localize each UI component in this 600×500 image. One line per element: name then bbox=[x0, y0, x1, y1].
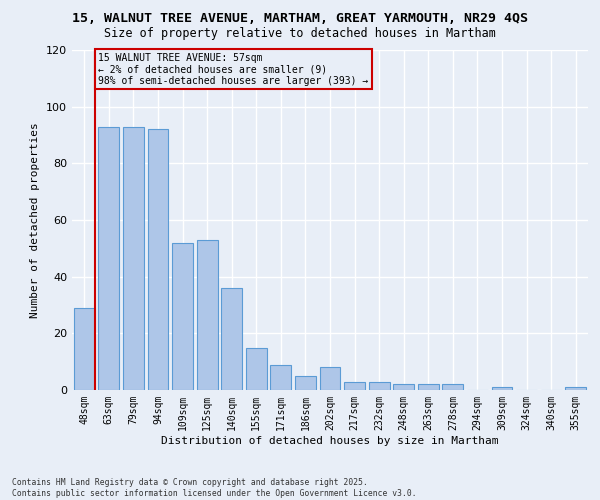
Bar bbox=[98, 126, 119, 390]
Text: 15, WALNUT TREE AVENUE, MARTHAM, GREAT YARMOUTH, NR29 4QS: 15, WALNUT TREE AVENUE, MARTHAM, GREAT Y… bbox=[72, 12, 528, 26]
Bar bbox=[565, 387, 586, 390]
Bar bbox=[491, 387, 512, 390]
Bar bbox=[246, 348, 267, 390]
Bar bbox=[344, 382, 365, 390]
Bar bbox=[197, 240, 218, 390]
Bar bbox=[221, 288, 242, 390]
Text: Size of property relative to detached houses in Martham: Size of property relative to detached ho… bbox=[104, 28, 496, 40]
Bar bbox=[442, 384, 463, 390]
Bar bbox=[295, 376, 316, 390]
Bar bbox=[148, 130, 169, 390]
Bar bbox=[418, 384, 439, 390]
Text: 15 WALNUT TREE AVENUE: 57sqm
← 2% of detached houses are smaller (9)
98% of semi: 15 WALNUT TREE AVENUE: 57sqm ← 2% of det… bbox=[98, 53, 368, 86]
Bar bbox=[393, 384, 414, 390]
Bar bbox=[123, 126, 144, 390]
Bar bbox=[74, 308, 95, 390]
Bar bbox=[320, 368, 340, 390]
Y-axis label: Number of detached properties: Number of detached properties bbox=[31, 122, 40, 318]
X-axis label: Distribution of detached houses by size in Martham: Distribution of detached houses by size … bbox=[161, 436, 499, 446]
Bar bbox=[271, 364, 292, 390]
Bar bbox=[172, 242, 193, 390]
Bar bbox=[368, 382, 389, 390]
Text: Contains HM Land Registry data © Crown copyright and database right 2025.
Contai: Contains HM Land Registry data © Crown c… bbox=[12, 478, 416, 498]
